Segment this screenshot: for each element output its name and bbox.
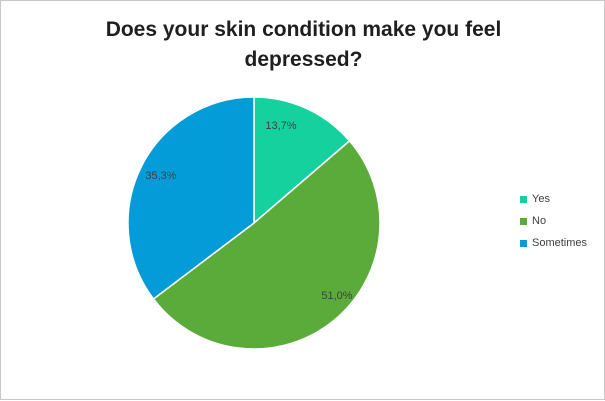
legend-item-no: No [520,210,587,232]
legend: Yes No Sometimes [520,188,587,254]
legend-swatch-yes [520,195,527,203]
legend-swatch-no [520,217,527,225]
data-label-sometimes: 35,3% [145,170,176,182]
legend-item-yes: Yes [520,188,587,210]
legend-item-sometimes: Sometimes [520,232,587,254]
legend-swatch-sometimes [520,239,527,247]
legend-label-yes: Yes [532,193,550,205]
legend-label-no: No [532,215,547,227]
pie-slice-sometimes [127,96,255,301]
legend-label-sometimes: Sometimes [532,237,588,249]
data-label-yes: 13,7% [265,120,296,132]
pie-slice-no [152,139,381,350]
chart-title: Does your skin condition make you feel d… [105,18,502,71]
data-label-no: 51,0% [321,290,352,302]
pie-slice-yes [253,96,351,225]
